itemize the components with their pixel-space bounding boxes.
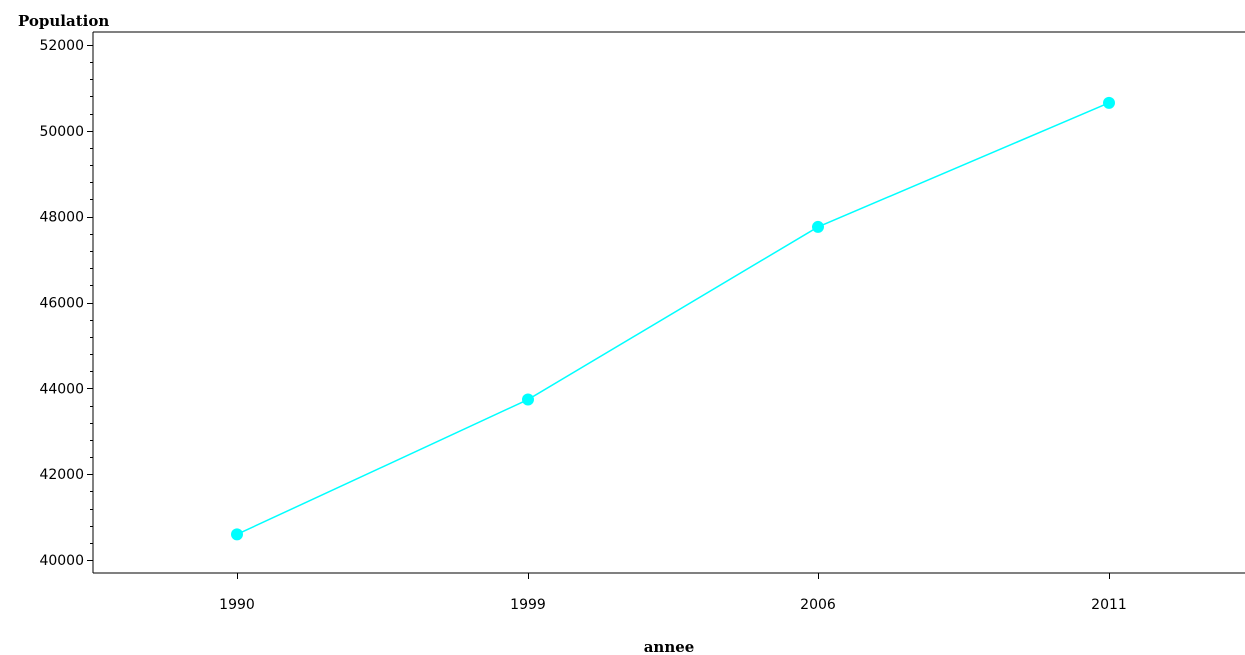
x-axis-ticks: 1990 1999 2006 2011: [219, 573, 1127, 613]
y-tick-label: 42000: [39, 467, 84, 483]
series-group: [231, 96, 1115, 541]
y-axis-title: Population: [18, 12, 109, 30]
x-tick-label: 2011: [1091, 597, 1127, 613]
data-point: [231, 528, 243, 541]
y-tick-label: 44000: [39, 381, 84, 397]
series-line: [236, 102, 1110, 536]
y-tick-label: 50000: [39, 124, 84, 140]
y-tick-label: 40000: [39, 553, 84, 569]
data-point: [522, 393, 534, 406]
x-tick-label: 1990: [219, 597, 255, 613]
data-point: [1103, 96, 1115, 109]
y-tick-label: 48000: [39, 210, 84, 226]
data-point: [812, 220, 824, 233]
x-tick-label: 2006: [800, 597, 836, 613]
x-axis-title: annee: [644, 638, 695, 655]
y-tick-label: 52000: [39, 38, 84, 54]
y-tick-label: 46000: [39, 296, 84, 312]
y-axis-ticks: 40000 42000 44000 46000 48000 50000 52000: [39, 38, 93, 569]
x-tick-label: 1999: [510, 597, 546, 613]
